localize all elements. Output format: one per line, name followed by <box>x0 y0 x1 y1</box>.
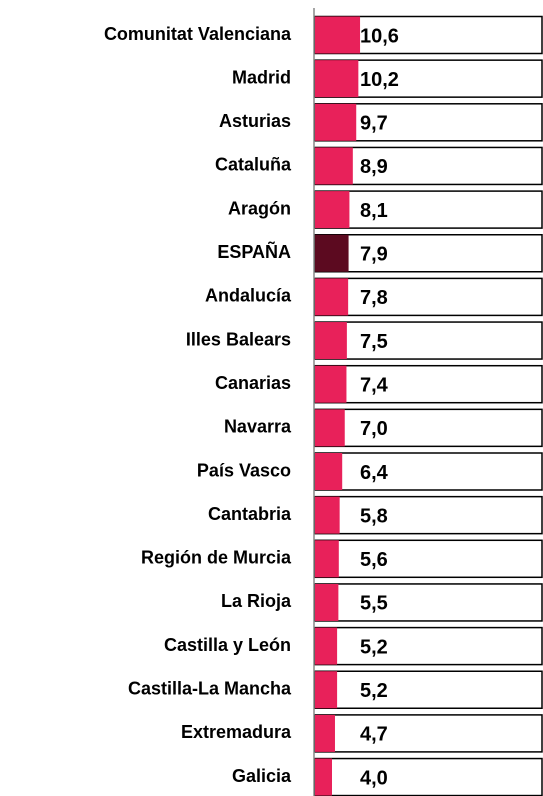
category-label: Andalucía <box>205 286 292 306</box>
value-box <box>314 364 543 404</box>
value-box <box>314 583 543 622</box>
category-label: Navarra <box>224 417 292 437</box>
category-label: Extremadura <box>181 722 292 742</box>
bar <box>315 409 345 447</box>
category-label: Galicia <box>232 766 292 786</box>
bar <box>315 540 339 578</box>
bar <box>315 496 340 534</box>
value-label: 5,2 <box>360 680 388 702</box>
value-box <box>314 190 543 229</box>
value-label: 5,8 <box>360 505 388 527</box>
value-box <box>314 408 543 448</box>
value-box <box>314 146 543 186</box>
value-label: 5,6 <box>360 549 388 571</box>
value-box <box>314 626 543 666</box>
value-box <box>314 277 543 317</box>
value-label: 4,0 <box>360 767 388 789</box>
category-label: Asturias <box>219 111 291 131</box>
value-box <box>314 714 543 753</box>
category-label: Aragón <box>228 198 291 218</box>
value-box <box>314 539 543 579</box>
bar <box>315 60 359 98</box>
bar <box>315 103 357 141</box>
bar <box>315 147 353 185</box>
value-box <box>314 452 543 491</box>
value-label: 7,4 <box>360 374 389 396</box>
category-label: Cantabria <box>208 504 292 524</box>
bar <box>315 234 349 272</box>
bar <box>315 278 349 316</box>
bar <box>315 714 335 752</box>
value-label: 7,0 <box>360 418 388 440</box>
value-label: 8,1 <box>360 200 388 222</box>
bar <box>315 453 343 490</box>
value-label: 7,9 <box>360 244 388 266</box>
value-label: 5,2 <box>360 636 388 658</box>
category-label: Castilla-La Mancha <box>128 679 292 699</box>
value-box <box>314 757 543 796</box>
category-label: Castilla y León <box>164 635 291 655</box>
value-label: 8,9 <box>360 156 388 178</box>
value-box <box>314 321 543 360</box>
bar <box>315 758 332 796</box>
category-label: ESPAÑA <box>217 241 291 262</box>
category-label: Región de Murcia <box>141 548 292 568</box>
value-label: 6,4 <box>360 462 389 484</box>
category-label: La Rioja <box>221 591 292 611</box>
category-label: País Vasco <box>197 460 291 480</box>
category-label: Comunitat Valenciana <box>104 24 292 44</box>
value-box <box>314 670 543 709</box>
value-box <box>314 495 543 535</box>
bar <box>315 627 338 665</box>
category-label: Madrid <box>232 67 291 87</box>
value-label: 10,6 <box>360 25 399 47</box>
value-label: 9,7 <box>360 113 388 135</box>
bar <box>315 365 347 403</box>
category-label: Illes Balears <box>186 329 291 349</box>
category-label: Cataluña <box>215 155 292 175</box>
value-box <box>314 234 543 273</box>
bar <box>315 671 338 709</box>
category-label: Canarias <box>215 373 291 393</box>
value-label: 10,2 <box>360 69 399 91</box>
bar <box>315 16 361 54</box>
value-label: 7,8 <box>360 287 388 309</box>
value-label: 5,5 <box>360 593 388 615</box>
value-label: 7,5 <box>360 331 388 353</box>
bar <box>315 322 347 360</box>
bar <box>315 191 350 229</box>
value-label: 4,7 <box>360 724 388 746</box>
bar <box>315 583 339 621</box>
